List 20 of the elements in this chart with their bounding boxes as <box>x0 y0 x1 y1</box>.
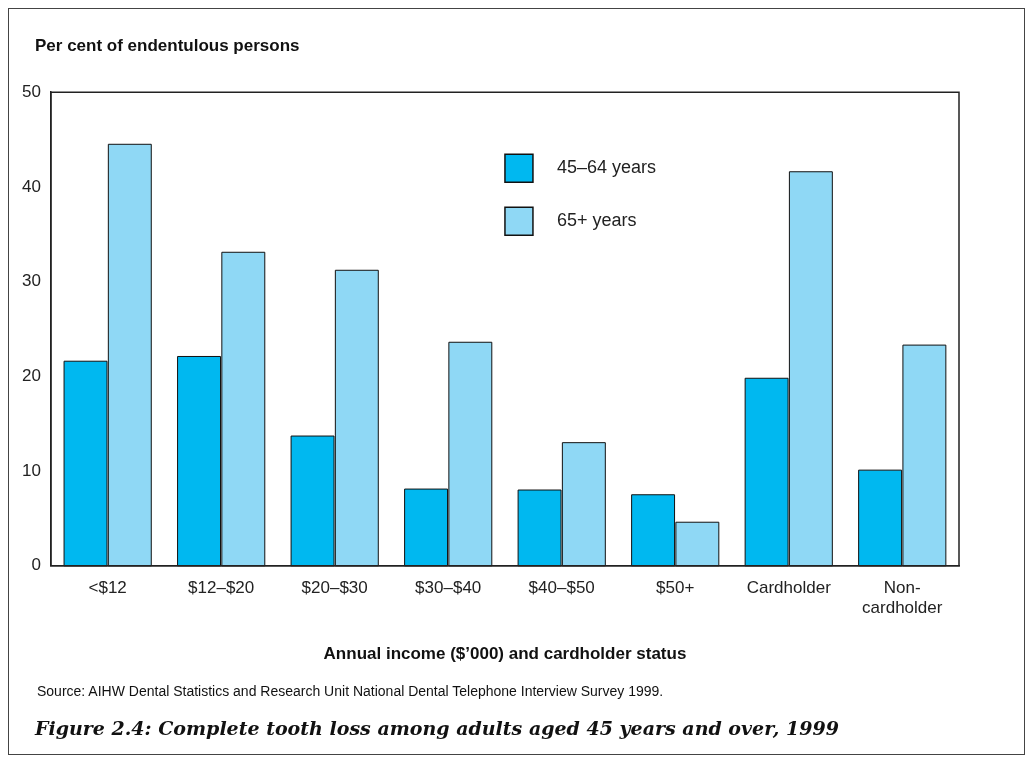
x-tick-label: $12–$20 <box>188 577 255 597</box>
x-tick-label: Cardholder <box>746 577 832 597</box>
y-tick-label: 10 <box>21 460 41 480</box>
legend-label: 65+ years <box>556 210 637 231</box>
x-tick-label: $30–$40 <box>415 577 482 597</box>
legend-label: 45–64 years <box>556 157 657 178</box>
x-tick-label: $50+ <box>656 577 695 597</box>
y-tick-label: 30 <box>21 271 41 291</box>
text: Figure 2.4: Complete tooth loss among adults aged 45 years and over, 1999 <box>35 717 839 739</box>
source-note: Source: AIHW Dental Statistics and Research Unit National Dental Telephone Interview Survey 1999. <box>37 683 664 699</box>
x-tick-label: $20–$30 <box>301 577 368 597</box>
x-tick-label: $40–$50 <box>528 577 595 597</box>
x-tick-label: Non- cardholder <box>862 577 943 618</box>
y-tick-label: 0 <box>31 555 41 575</box>
y-tick-label: 40 <box>21 176 41 196</box>
y-tick-label: 20 <box>21 366 41 386</box>
y-axis-title: Per cent of endentulous persons <box>35 36 300 56</box>
x-axis-title: Annual income ($’000) and cardholder status <box>323 644 687 664</box>
x-tick-label: <$12 <box>88 577 127 597</box>
y-tick-label: 50 <box>21 81 41 101</box>
